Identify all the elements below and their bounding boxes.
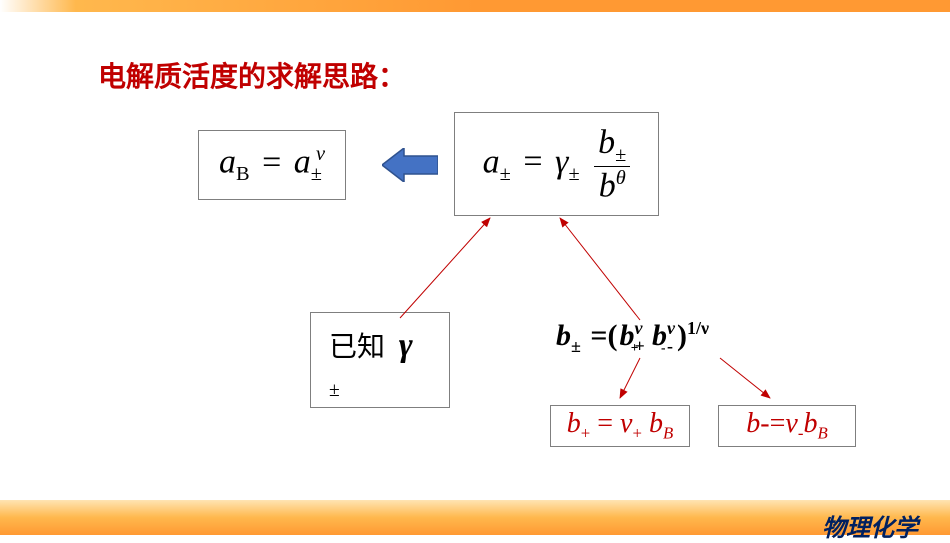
known-label: 已知 [329, 331, 385, 362]
formula-aB: aB = a±ν [219, 143, 325, 186]
formula-apm: a± = γ± b± bθ [483, 124, 631, 205]
gamma-symbol: γ [399, 327, 413, 364]
formula-box-apm: a± = γ± b± bθ [454, 112, 659, 216]
formula-box-bplus: b+ = ν+ bB [550, 405, 690, 447]
arrow-bplus-to-bpm [620, 358, 640, 398]
formula-bplus: b+ = ν+ bB [567, 408, 673, 444]
page-title: 电解质活度的求解思路： [98, 55, 406, 95]
formula-box-aB: aB = a±ν [198, 130, 346, 200]
formula-box-bminus: b-=ν-bB [718, 405, 856, 447]
arrow-bpm-to-apm [560, 218, 640, 320]
top-accent-bar [0, 0, 950, 12]
formula-bpm: b± =(bν++ bν-- )1/ν [556, 318, 709, 357]
arrow-left-blue [382, 148, 438, 182]
formula-bminus: b-=ν-bB [746, 408, 827, 444]
known-gamma-box: 已知 γ ± [310, 312, 450, 408]
arrow-bminus-to-bpm [720, 358, 770, 398]
footer-label: 物理化学 [822, 508, 918, 543]
arrow-known-to-apm [400, 218, 490, 318]
bottom-accent-bar [0, 500, 950, 535]
gamma-sub: ± [329, 380, 340, 401]
